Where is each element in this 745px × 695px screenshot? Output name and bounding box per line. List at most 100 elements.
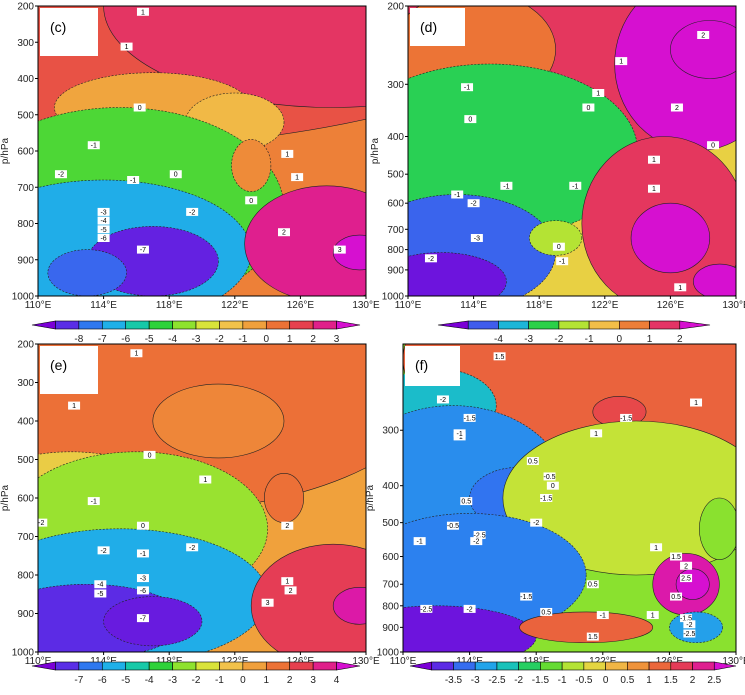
contour-label-text: 0 xyxy=(711,143,715,150)
contour-label: -2 xyxy=(186,543,199,552)
y-tick-label: 200 xyxy=(387,2,404,13)
contour-label-box xyxy=(648,155,660,164)
contour-region xyxy=(669,611,723,644)
y-tick-label: 800 xyxy=(17,571,34,582)
contour-label-box xyxy=(670,103,683,112)
contour-label-text: -2.5 xyxy=(420,606,432,613)
contour-label: 0.5 xyxy=(670,592,683,601)
contour-region xyxy=(670,20,736,79)
contour-label-text: 3 xyxy=(338,247,342,254)
x-tick-label: 118°E xyxy=(156,300,183,311)
contour-label-text: 2 xyxy=(701,33,705,40)
contour-label: 1 xyxy=(281,149,294,158)
contour-label-text: -2 xyxy=(686,622,692,629)
contour-label-box xyxy=(650,543,663,552)
contour-label-text: 0 xyxy=(551,483,555,490)
contour-region xyxy=(502,420,736,576)
contour-label-box xyxy=(648,184,660,193)
x-tick-label: 114°E xyxy=(90,656,117,667)
contour-label: 1 xyxy=(120,42,133,51)
contour-label: -2 xyxy=(683,620,696,629)
x-tick-label: 122°E xyxy=(591,300,619,311)
contour-label: -2 xyxy=(97,546,110,555)
colorbar-tick-label: -1.5 xyxy=(532,675,550,686)
colorbar-min-arrow xyxy=(437,320,469,330)
contour-label-box xyxy=(87,497,100,506)
colorbar-tick-label: -0.5 xyxy=(575,675,593,686)
contour-label: -1.5 xyxy=(540,494,552,503)
y-axis-label: p/hPa xyxy=(0,484,11,511)
contour-label-box xyxy=(186,543,199,552)
colorbar: -7 -6 -5 -4 -3 -2 -1 0 1 2 3 4 xyxy=(31,661,361,686)
y-tick-label: 900 xyxy=(17,609,34,620)
contour-label-box xyxy=(169,170,182,179)
contour-label-box xyxy=(530,518,543,527)
y-tick-label: 700 xyxy=(387,225,404,236)
contour-label-text: 0.5 xyxy=(671,594,681,601)
colorbar-tick-label: 2 xyxy=(287,675,293,686)
colorbar-segment xyxy=(498,320,529,330)
contour-label-text: -2 xyxy=(189,545,195,552)
contour-label: -7 xyxy=(136,614,149,623)
contour-label-box xyxy=(87,141,100,150)
contour-label-box xyxy=(261,598,274,607)
colorbar-tick-label: -3 xyxy=(168,675,177,686)
y-tick-label: 600 xyxy=(387,199,404,210)
contour-label-text: -2 xyxy=(189,209,195,216)
colorbar-segment xyxy=(649,320,681,330)
contour-label-box xyxy=(136,549,149,558)
contour-label-box xyxy=(133,103,146,112)
contour-region xyxy=(693,263,736,296)
contour-label-box xyxy=(526,457,539,466)
y-tick-label: 600 xyxy=(17,147,34,158)
contour-region xyxy=(529,220,583,256)
contour-label-text: -1.5 xyxy=(464,415,476,422)
colorbar-tick-label: -1 xyxy=(585,334,594,345)
contour-region xyxy=(630,202,711,274)
contour-label: 3 xyxy=(333,245,346,254)
x-tick-label: 118°E xyxy=(526,300,553,311)
contour-label-text: 1 xyxy=(652,157,656,164)
panel-f: 1.5-2-1.5-1-11-1.510.50-0.5-1-1.5-20.5-0… xyxy=(365,343,745,686)
contour-label-text: -1 xyxy=(464,85,470,92)
colorbar-tick-label: 1 xyxy=(647,334,653,345)
contour-label: 1 xyxy=(68,401,81,410)
x-tick-label: 122°E xyxy=(221,300,249,311)
y-tick-label: 400 xyxy=(17,417,34,428)
colorbar-segment xyxy=(101,320,127,330)
contour-label: 0.5 xyxy=(586,580,599,589)
contour-label: -1.5 xyxy=(464,413,476,422)
contour-label-box xyxy=(546,481,559,490)
y-tick-label: 1000 xyxy=(12,292,35,303)
contour-label: 2 xyxy=(670,103,683,112)
contour-label-box xyxy=(586,580,599,589)
contour-label-box xyxy=(446,521,459,530)
colorbar-tick-label: 1 xyxy=(287,334,293,345)
contour-label-text: 1 xyxy=(134,351,138,358)
contour-label-text: 1 xyxy=(285,151,289,158)
colorbar-segment xyxy=(692,661,715,671)
colorbar-segment xyxy=(588,320,620,330)
contour-field xyxy=(408,6,736,296)
contour-label-text: 0 xyxy=(141,523,145,530)
colorbar-segment xyxy=(289,320,314,330)
colorbar-segment xyxy=(558,320,590,330)
contour-label-box xyxy=(127,176,140,184)
contour-label-text: -1 xyxy=(140,551,146,558)
colorbar-segment xyxy=(172,320,197,330)
contour-label-box xyxy=(592,89,605,97)
colorbar-tick-label: 0 xyxy=(264,334,270,345)
contour-label: 1 xyxy=(674,283,687,292)
colorbar-segment xyxy=(242,661,267,671)
contour-label: 2 xyxy=(278,228,290,237)
contour-label: 0 xyxy=(136,521,149,530)
contour-label-text: -7 xyxy=(140,247,146,254)
colorbar-tick-label: 2.5 xyxy=(707,675,721,686)
colorbar-segment xyxy=(496,661,519,671)
colorbar-max-arrow xyxy=(336,320,361,330)
contour-label-text: 0.5 xyxy=(588,582,598,589)
contour-label-text: 3 xyxy=(266,600,270,607)
contour-label-text: 1 xyxy=(125,44,129,51)
y-tick-label: 200 xyxy=(17,340,34,351)
